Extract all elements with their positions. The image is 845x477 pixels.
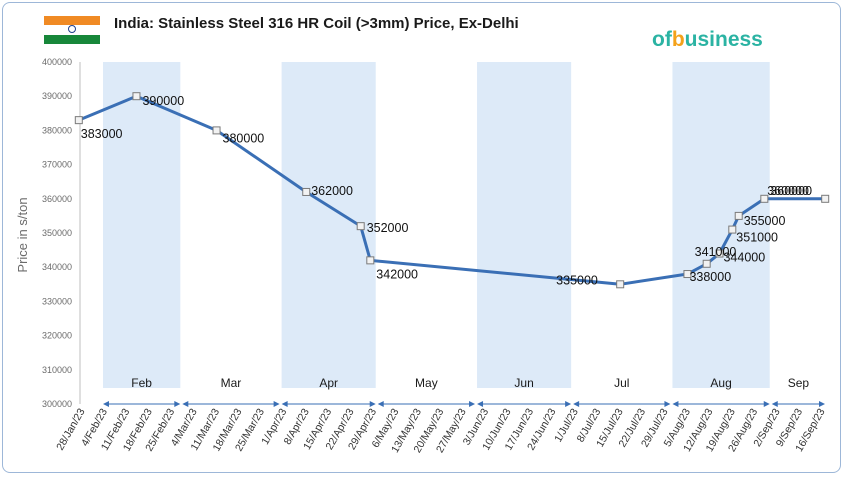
data-point-5	[366, 256, 375, 265]
flag-saffron-band	[44, 16, 100, 26]
month-band-feb	[103, 62, 181, 388]
logo-part-usiness: usiness	[684, 28, 763, 51]
month-label-may: May	[415, 376, 438, 390]
y-tick-360000: 360000	[42, 194, 72, 204]
india-flag-icon	[44, 16, 100, 44]
month-arrow-head-right	[664, 401, 671, 407]
data-label-2: 380000	[223, 131, 265, 145]
y-axis-label: Price in s/ton	[15, 197, 30, 272]
month-arrow-head-left	[377, 401, 384, 407]
month-label-jul: Jul	[614, 376, 629, 390]
y-tick-labels: 300000 310000 320000 330000 340000 350000 3600…	[42, 57, 72, 409]
data-point-7	[683, 270, 692, 279]
month-arrow-head-right	[819, 401, 825, 407]
data-point-6	[616, 280, 625, 289]
month-label-jun: Jun	[514, 376, 533, 390]
data-label-9: 344000	[723, 251, 765, 265]
y-tick-390000: 390000	[42, 91, 72, 101]
data-point-3	[302, 187, 311, 196]
price-series	[74, 92, 830, 289]
y-tick-400000: 400000	[42, 57, 72, 67]
data-point-12	[760, 194, 769, 203]
y-tick-380000: 380000	[42, 125, 72, 135]
y-tick-370000: 370000	[42, 160, 72, 170]
data-label-11: 355000	[744, 214, 786, 228]
data-point-11	[734, 211, 743, 220]
logo-part-of: of	[652, 28, 672, 51]
month-arrow-head-right	[763, 401, 770, 407]
y-tick-340000: 340000	[42, 262, 72, 272]
month-arrow-head-left	[477, 401, 484, 407]
data-label-8: 341000	[695, 245, 737, 259]
logo-part-b: b	[671, 28, 685, 51]
month-label-aug: Aug	[710, 376, 731, 390]
data-label-4: 352000	[367, 221, 409, 235]
month-arrow-head-left	[771, 401, 778, 407]
y-tick-300000: 300000	[42, 399, 72, 409]
month-arrow-head-left	[281, 401, 288, 407]
y-tick-350000: 350000	[42, 228, 72, 238]
flag-green-band	[44, 34, 100, 44]
data-label-0: 383000	[81, 127, 123, 141]
data-point-10	[728, 225, 737, 234]
month-band-jun	[477, 62, 572, 388]
data-point-4	[356, 222, 365, 231]
month-label-sep: Sep	[788, 376, 810, 390]
data-point-0	[74, 116, 83, 125]
data-label-6: 335000	[556, 273, 598, 287]
month-arrow-head-right	[565, 401, 572, 407]
data-label-12: 360000	[770, 184, 812, 198]
data-point-2	[212, 126, 221, 135]
flag-chakra	[68, 25, 76, 34]
data-point-13	[821, 194, 830, 203]
month-labels: Feb Mar Apr May Jun Jul Aug Sep	[103, 376, 825, 407]
data-label-10: 351000	[736, 231, 778, 245]
x-tick-labels: 28/Jan/234/Feb/2311/Feb/2318/Feb/2325/Fe…	[54, 406, 828, 455]
month-arrow-head-right	[174, 401, 181, 407]
month-label-apr: Apr	[319, 376, 338, 390]
month-label-feb: Feb	[131, 376, 152, 390]
month-arrow-head-right	[273, 401, 280, 407]
y-tick-310000: 310000	[42, 365, 72, 375]
data-label-13: 360000	[767, 184, 809, 198]
month-arrow-head-right	[469, 401, 476, 407]
month-bands	[103, 62, 770, 388]
y-tick-330000: 330000	[42, 296, 72, 306]
data-label-5: 342000	[376, 267, 418, 281]
month-arrow-head-left	[182, 401, 189, 407]
data-point-9	[715, 249, 724, 258]
month-arrow-head-right	[369, 401, 376, 407]
flag-white-band	[44, 25, 100, 35]
data-point-8	[702, 259, 711, 268]
month-arrow-head-left	[672, 401, 679, 407]
month-arrow-head-left	[103, 401, 109, 407]
data-point-1	[132, 92, 141, 101]
y-tick-320000: 320000	[42, 331, 72, 341]
month-arrow-head-left	[573, 401, 580, 407]
data-labels: 383000 390000 380000 362000 352000 342000 3350…	[81, 94, 812, 287]
ofbusiness-logo: ofbusiness	[652, 28, 763, 52]
chart-title: India: Stainless Steel 316 HR Coil (>3mm…	[114, 15, 519, 32]
data-label-1: 390000	[142, 94, 184, 108]
data-label-7: 338000	[689, 270, 731, 284]
month-band-aug	[672, 62, 770, 388]
data-label-3: 362000	[311, 184, 353, 198]
month-label-mar: Mar	[221, 376, 242, 390]
